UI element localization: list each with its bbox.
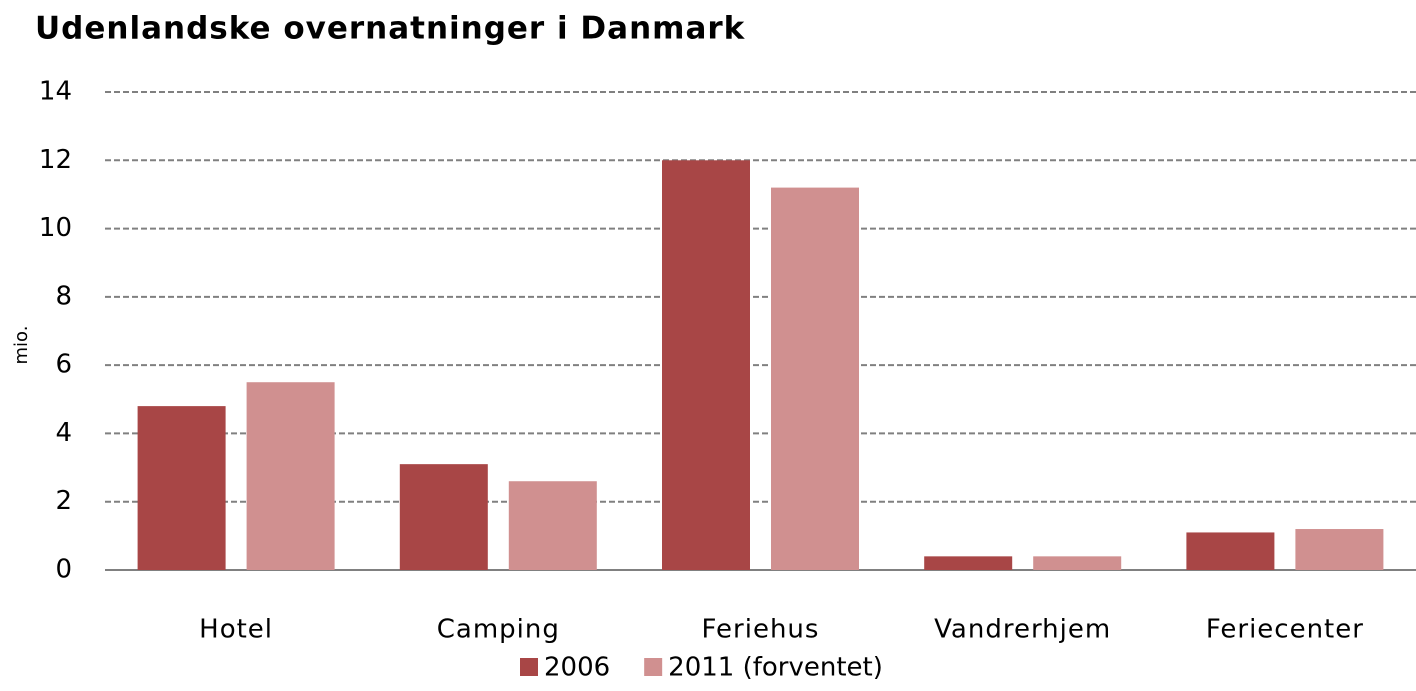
bar (137, 406, 226, 570)
bar (1186, 532, 1275, 570)
chart-title: Udenlandske overnatninger i Danmark (35, 11, 746, 47)
bar (924, 556, 1013, 570)
x-tick-label: Hotel (199, 615, 273, 645)
bar (246, 382, 335, 570)
y-axis-label: mio. (11, 326, 32, 365)
legend-label: 2006 (544, 653, 610, 683)
y-tick-label: 14 (39, 77, 72, 107)
y-tick-label: 4 (55, 418, 72, 448)
y-tick-label: 6 (55, 350, 72, 380)
bar (1033, 556, 1122, 570)
bar (771, 187, 859, 570)
y-tick-label: 12 (39, 145, 72, 175)
x-tick-label: Feriecenter (1206, 615, 1364, 645)
legend-label: 2011 (forventet) (668, 653, 883, 683)
bar (508, 481, 597, 570)
x-tick-label: Feriehus (702, 615, 820, 645)
legend-swatch (520, 658, 538, 676)
y-tick-label: 10 (39, 213, 72, 243)
y-tick-label: 2 (55, 486, 72, 516)
y-tick-label: 8 (55, 281, 72, 311)
bar (662, 160, 750, 571)
y-tick-label: 0 (55, 555, 72, 585)
legend-swatch (644, 658, 663, 676)
bar (399, 464, 488, 570)
x-tick-label: Camping (437, 615, 560, 645)
x-tick-label: Vandrerhjem (934, 615, 1111, 645)
bar (1295, 529, 1384, 570)
